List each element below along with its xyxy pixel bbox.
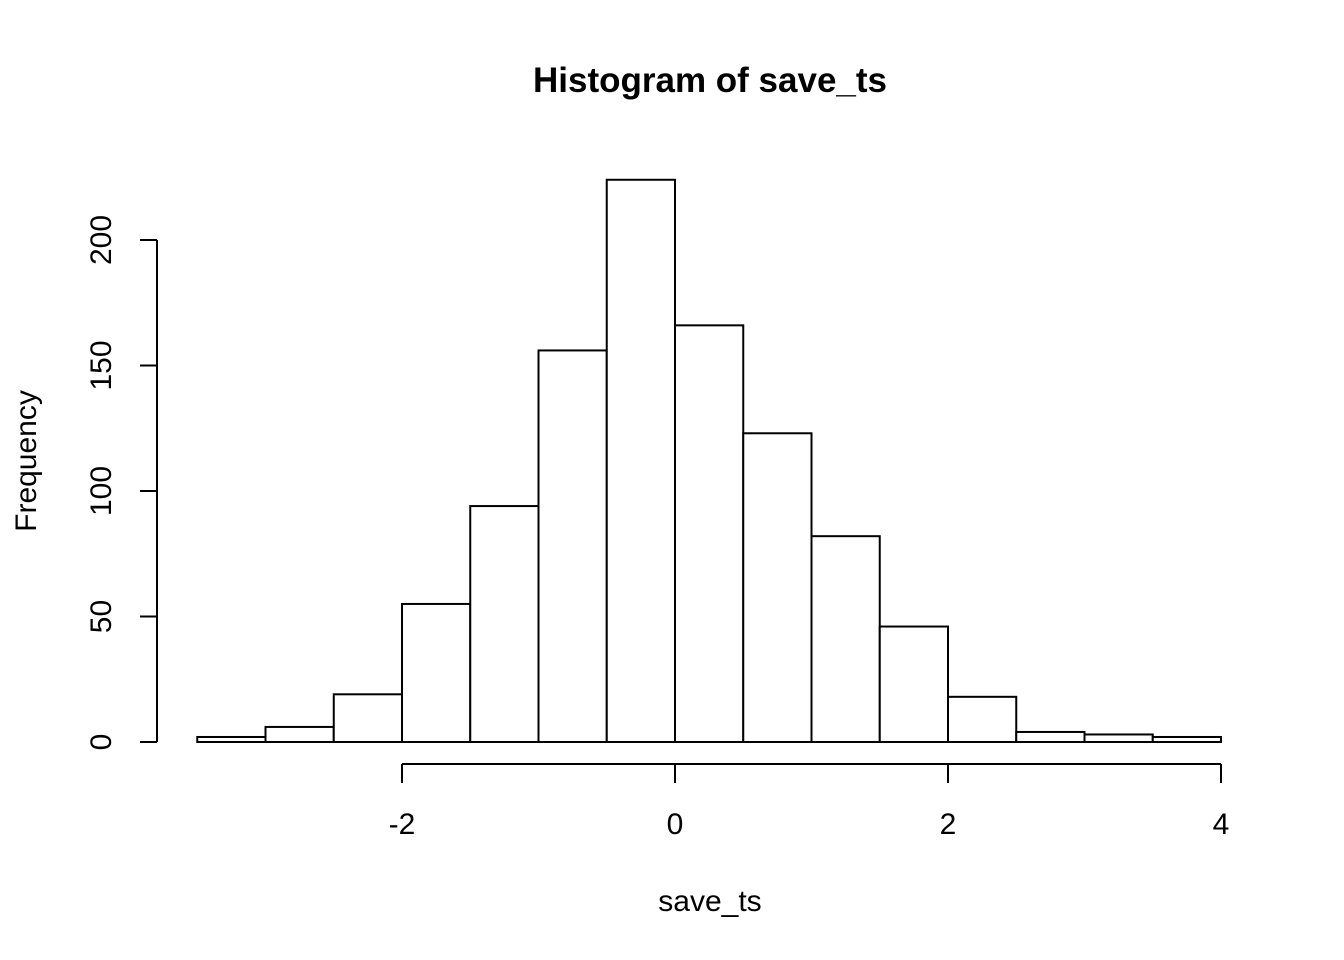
- histogram-bar: [878, 625, 949, 743]
- y-tick-label: 100: [85, 466, 118, 516]
- histogram-bar: [196, 735, 267, 743]
- histogram-bar: [537, 349, 608, 743]
- histogram-bar: [264, 725, 335, 744]
- histogram-bar: [1015, 730, 1086, 744]
- histogram-bar: [674, 324, 745, 743]
- x-tick-label: -2: [389, 808, 416, 841]
- x-axis: -2 0 2 4: [389, 763, 1230, 841]
- x-axis-title: save_ts: [658, 885, 761, 918]
- histogram-bar: [401, 602, 472, 744]
- x-tick-label: 4: [1213, 808, 1230, 841]
- histogram-bars: [196, 178, 1222, 744]
- histogram-bar: [810, 535, 881, 743]
- y-axis: 0 50 100 150 200: [85, 215, 158, 751]
- histogram-bar: [1083, 733, 1154, 743]
- histogram-bar: [469, 505, 540, 743]
- histogram-bar: [947, 695, 1018, 744]
- y-tick-label: 200: [85, 215, 118, 265]
- y-axis-title: Frequency: [10, 390, 43, 532]
- x-tick-label: 2: [940, 808, 957, 841]
- y-tick-label: 50: [85, 600, 118, 633]
- chart-title: Histogram of save_ts: [533, 61, 887, 100]
- x-tick-label: 0: [667, 808, 684, 841]
- y-tick-label: 150: [85, 340, 118, 390]
- histogram-bar: [605, 178, 676, 743]
- y-tick-label: 0: [85, 734, 118, 751]
- histogram-bar: [332, 693, 403, 743]
- histogram-bar: [1151, 735, 1222, 743]
- histogram-bar: [742, 432, 813, 743]
